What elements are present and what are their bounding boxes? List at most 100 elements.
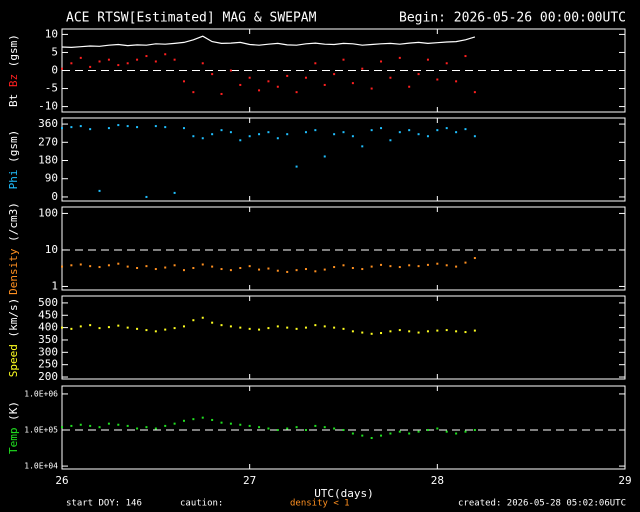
y-axis-unit: (K) — [7, 401, 20, 421]
data-point — [61, 127, 63, 130]
y-tick-label: -5 — [45, 82, 58, 95]
data-point — [98, 266, 101, 269]
data-point — [333, 326, 336, 329]
data-point — [380, 263, 383, 266]
data-point — [370, 87, 373, 90]
data-point — [426, 429, 429, 432]
data-point — [248, 327, 251, 330]
y-tick-label: 10 — [45, 27, 58, 40]
data-point — [89, 65, 92, 68]
data-point — [117, 64, 120, 67]
data-point — [389, 76, 392, 79]
data-point — [455, 131, 458, 134]
data-point — [154, 427, 157, 430]
y-tick-label: 400 — [38, 321, 58, 334]
panel-frame — [61, 117, 626, 202]
data-point — [473, 257, 476, 260]
data-point — [239, 83, 242, 86]
y-tick-label: 300 — [38, 345, 58, 358]
data-point — [370, 265, 373, 268]
data-point — [464, 331, 467, 334]
data-point — [455, 80, 458, 83]
data-point — [70, 62, 73, 65]
data-point — [464, 55, 467, 58]
data-point — [201, 137, 204, 140]
data-point — [398, 56, 401, 59]
y-tick-label: 450 — [38, 308, 58, 321]
data-point — [417, 430, 420, 433]
data-point — [173, 327, 176, 330]
data-point — [398, 329, 401, 332]
y-axis-label: Speed (km/s) — [7, 298, 20, 378]
data-point — [361, 268, 364, 271]
data-point — [126, 424, 129, 427]
data-point — [220, 268, 223, 271]
data-point — [370, 332, 373, 335]
data-point — [79, 423, 82, 426]
caution: caution: — [180, 499, 223, 509]
data-point — [351, 135, 354, 138]
y-axis-label: Density (/cm3) — [7, 202, 20, 295]
data-point — [89, 128, 92, 131]
data-point — [398, 266, 401, 269]
data-point — [107, 127, 110, 130]
data-point — [323, 268, 326, 271]
data-point — [398, 131, 401, 134]
y-axis-label: Temp (K) — [7, 401, 20, 454]
data-point — [304, 76, 307, 79]
data-point — [389, 265, 392, 268]
data-point — [267, 267, 270, 270]
data-point — [380, 434, 383, 437]
data-point — [436, 329, 439, 332]
data-point — [89, 424, 92, 427]
data-point — [173, 191, 176, 194]
data-point — [182, 127, 185, 130]
x-tick-label: 28 — [431, 474, 444, 487]
data-point — [286, 74, 289, 77]
data-point — [333, 266, 336, 269]
data-point — [107, 264, 110, 267]
data-point — [417, 73, 420, 76]
legend-entry: Phi — [7, 169, 20, 189]
data-point — [473, 329, 476, 332]
data-point — [182, 325, 185, 328]
data-point — [361, 434, 364, 437]
data-point — [61, 67, 63, 70]
data-point — [323, 325, 326, 328]
data-point — [464, 261, 467, 264]
x-axis-label: UTC(days) — [314, 487, 374, 500]
data-point — [276, 429, 279, 432]
data-point — [351, 330, 354, 333]
data-point — [89, 324, 92, 327]
data-point — [276, 85, 279, 88]
data-point — [380, 60, 383, 63]
data-point — [445, 264, 448, 267]
data-point — [154, 125, 157, 128]
data-point — [70, 126, 73, 129]
data-point — [126, 125, 129, 128]
chart-title: ACE RTSW[Estimated] MAG & SWEPAM — [66, 11, 317, 26]
panel-frame — [61, 206, 626, 291]
data-point — [351, 267, 354, 270]
data-point — [220, 421, 223, 424]
series-line — [61, 35, 476, 49]
data-point — [464, 128, 467, 131]
data-point — [211, 133, 214, 136]
data-point — [136, 427, 139, 430]
data-point — [79, 263, 82, 266]
panel-frame — [61, 295, 626, 380]
data-point — [304, 131, 307, 134]
data-point — [380, 127, 383, 130]
data-point — [361, 331, 364, 334]
data-point — [436, 129, 439, 132]
data-point — [455, 432, 458, 435]
data-point — [239, 423, 242, 426]
y-tick-label: 180 — [38, 154, 58, 167]
data-point — [164, 424, 167, 427]
data-point — [229, 131, 232, 134]
data-point — [136, 267, 139, 270]
y-tick-label: 100 — [38, 206, 58, 219]
data-point — [408, 264, 411, 267]
data-point — [136, 126, 139, 129]
data-point — [445, 329, 448, 332]
